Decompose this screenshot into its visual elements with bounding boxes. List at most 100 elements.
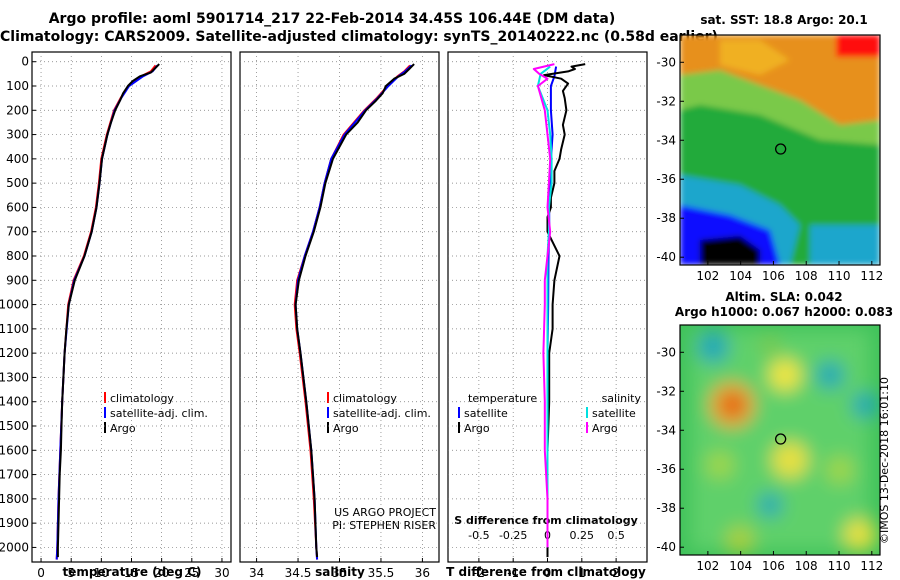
legend-label-climatology: climatology bbox=[333, 392, 397, 405]
x-tick-label: 0 bbox=[37, 566, 45, 580]
secondary-tick-label: 0.25 bbox=[570, 529, 595, 542]
x-tick-label: 10 bbox=[94, 566, 109, 580]
title-line-1: Argo profile: aoml 5901714_217 22-Feb-20… bbox=[48, 11, 616, 27]
series-argo bbox=[56, 63, 160, 558]
depth-tick-label: 1700 bbox=[0, 468, 29, 482]
map-y-tick-label: -40 bbox=[656, 250, 676, 264]
depth-tick-label: 2000 bbox=[0, 540, 29, 554]
legend-swatch-argo bbox=[327, 422, 329, 433]
legend-label-s-argo: Argo bbox=[592, 422, 618, 435]
map-y-tick-label: -36 bbox=[656, 172, 676, 186]
secondary-tick-label: 0.5 bbox=[607, 529, 625, 542]
depth-tick-label: 200 bbox=[6, 103, 29, 117]
gridlines bbox=[32, 52, 647, 562]
difference-secondary-label: S difference from climatology bbox=[454, 514, 638, 527]
temperature-legend: climatology satellite-adj. clim. Argo bbox=[104, 392, 208, 435]
sst-map-title: sat. SST: 18.8 Argo: 20.1 bbox=[700, 13, 868, 27]
depth-tick-label: 1400 bbox=[0, 395, 29, 409]
legend-label-t-argo: Argo bbox=[464, 422, 490, 435]
sst-map-frame bbox=[679, 34, 881, 266]
depth-tick-label: 100 bbox=[6, 79, 29, 93]
x-tick-label: 15 bbox=[124, 566, 139, 580]
legend-swatch-satellite bbox=[104, 407, 106, 418]
map-y-tick-label: -40 bbox=[656, 540, 676, 554]
series-argo bbox=[294, 63, 415, 558]
x-tick-label: -1 bbox=[507, 566, 519, 580]
legend-swatch-climatology bbox=[327, 392, 329, 403]
series-climatology bbox=[293, 64, 411, 560]
map-x-tick-label: 102 bbox=[696, 269, 719, 283]
x-tick-label: 34.5 bbox=[285, 566, 312, 580]
legend-title-salinity: salinity bbox=[602, 392, 642, 405]
depth-tick-label: 1600 bbox=[0, 443, 29, 457]
legend-swatch-s-satellite bbox=[586, 407, 588, 418]
map-x-tick-label: 110 bbox=[828, 559, 851, 573]
project-annotation: US ARGO PROJECT bbox=[334, 506, 436, 519]
map-x-tick-label: 102 bbox=[696, 559, 719, 573]
map-y-tick-label: -38 bbox=[656, 211, 676, 225]
series-t-argo bbox=[543, 63, 586, 558]
depth-tick-label: 1500 bbox=[0, 419, 29, 433]
legend-label-argo: Argo bbox=[110, 422, 136, 435]
map-x-tick-label: 106 bbox=[762, 559, 785, 573]
legend-swatch-argo bbox=[104, 422, 106, 433]
x-tick-label: 35 bbox=[332, 566, 347, 580]
series-s-argo bbox=[532, 63, 555, 548]
map-y-tick-label: -38 bbox=[656, 501, 676, 515]
map-x-tick-label: 112 bbox=[860, 269, 883, 283]
axis-ticks: 0 5 10 15 20 25 300100200300400500600700800900… bbox=[0, 55, 883, 580]
depth-tick-label: 700 bbox=[6, 225, 29, 239]
map-x-tick-label: 112 bbox=[860, 559, 883, 573]
map-y-tick-label: -36 bbox=[656, 462, 676, 476]
sla-map-frame bbox=[679, 324, 881, 556]
data-series bbox=[55, 63, 586, 560]
map-x-tick-label: 104 bbox=[729, 269, 752, 283]
depth-tick-label: 500 bbox=[6, 176, 29, 190]
legend-swatch-satellite bbox=[327, 407, 329, 418]
depth-tick-label: 300 bbox=[6, 128, 29, 142]
depth-tick-label: 1200 bbox=[0, 346, 29, 360]
x-tick-label: 5 bbox=[67, 566, 75, 580]
argo-position-marker bbox=[775, 143, 787, 155]
x-tick-label: 35.5 bbox=[368, 566, 395, 580]
argo-position-marker bbox=[775, 433, 787, 445]
legend-swatch-t-satellite bbox=[458, 407, 460, 418]
x-tick-label: 34 bbox=[249, 566, 264, 580]
temperature-xlabel: temperature (deg C) bbox=[63, 565, 202, 579]
difference-xlabel: T difference from climatology bbox=[446, 565, 646, 579]
map-x-tick-label: 108 bbox=[795, 269, 818, 283]
x-tick-label: 20 bbox=[154, 566, 169, 580]
depth-tick-label: 1000 bbox=[0, 298, 29, 312]
map-y-tick-label: -30 bbox=[656, 345, 676, 359]
legend-title-temperature: temperature bbox=[468, 392, 537, 405]
map-y-tick-label: -34 bbox=[656, 423, 676, 437]
depth-tick-label: 800 bbox=[6, 249, 29, 263]
sla-map-subtitle: Argo h1000: 0.067 h2000: 0.083 bbox=[674, 305, 894, 319]
legend-swatch-climatology bbox=[104, 392, 106, 403]
map-markers bbox=[775, 143, 787, 445]
x-tick-label: 2 bbox=[612, 566, 620, 580]
depth-tick-label: 0 bbox=[21, 55, 29, 69]
map-x-tick-label: 110 bbox=[828, 269, 851, 283]
depth-tick-label: 1800 bbox=[0, 492, 29, 506]
map-x-tick-label: 106 bbox=[762, 269, 785, 283]
salinity-xlabel: salinity bbox=[315, 565, 365, 579]
map-y-tick-label: -32 bbox=[656, 94, 676, 108]
legend-label-climatology: climatology bbox=[110, 392, 174, 405]
sla-map-field bbox=[680, 325, 880, 555]
x-tick-label: 25 bbox=[184, 566, 199, 580]
legend-swatch-s-argo bbox=[586, 422, 588, 433]
x-tick-label: -2 bbox=[473, 566, 485, 580]
sla-map-title: Altim. SLA: 0.042 bbox=[725, 290, 843, 304]
legend-label-s-satellite: satellite bbox=[592, 407, 636, 420]
depth-tick-label: 1100 bbox=[0, 322, 29, 336]
legend-label-argo: Argo bbox=[333, 422, 359, 435]
depth-tick-label: 900 bbox=[6, 273, 29, 287]
x-tick-label: 36 bbox=[415, 566, 430, 580]
secondary-tick-label: -0.25 bbox=[499, 529, 527, 542]
map-y-tick-label: -34 bbox=[656, 133, 676, 147]
legend-label-satellite: satellite-adj. clim. bbox=[110, 407, 208, 420]
legend-swatch-t-argo bbox=[458, 422, 460, 433]
map-x-tick-label: 104 bbox=[729, 559, 752, 573]
